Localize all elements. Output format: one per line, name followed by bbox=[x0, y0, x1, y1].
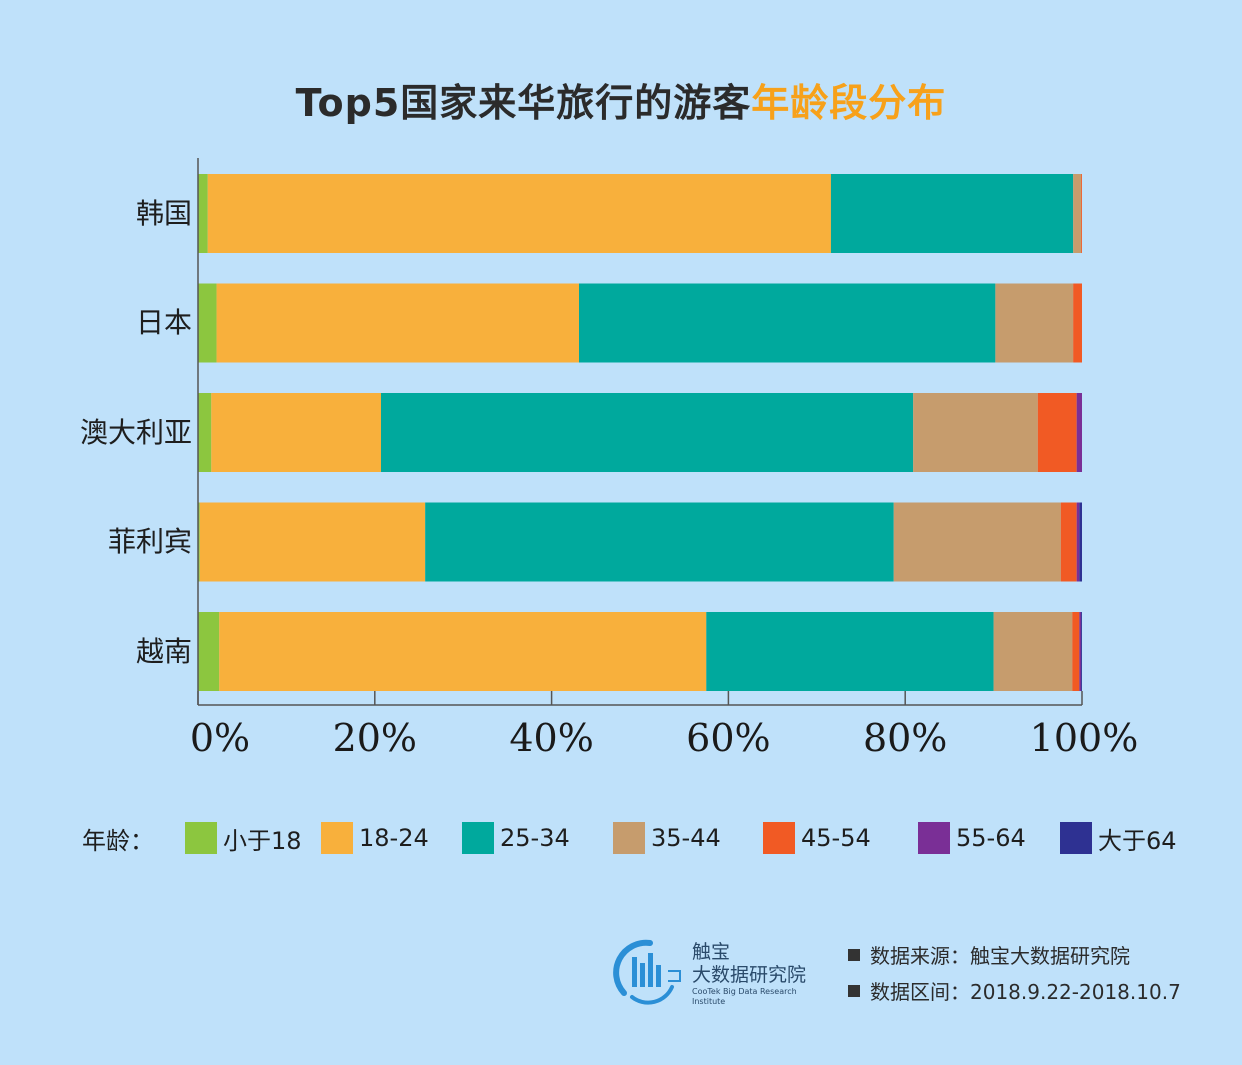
bar-segment bbox=[425, 502, 894, 582]
category-label: 韩国 bbox=[135, 196, 192, 230]
legend-label: 18-24 bbox=[359, 824, 429, 852]
brand-logo: 触宝 大数据研究院 CooTek Big Data Research Insti… bbox=[612, 935, 827, 1006]
legend-item: 25-34 bbox=[462, 822, 613, 854]
category-label: 澳大利亚 bbox=[79, 415, 192, 449]
category-label: 越南 bbox=[135, 634, 192, 668]
legend-item: 45-54 bbox=[763, 822, 918, 854]
bar-segment bbox=[993, 612, 1073, 691]
bar-segment bbox=[1081, 612, 1082, 691]
bar-segment bbox=[1060, 502, 1077, 582]
bar-segment bbox=[211, 393, 381, 472]
x-tick-label: 60% bbox=[686, 716, 771, 760]
data-source-text: 数据来源：触宝大数据研究院 bbox=[870, 944, 1130, 968]
legend-swatch bbox=[1060, 822, 1092, 854]
bar-segment bbox=[198, 612, 220, 691]
title-highlight: 年龄段分布 bbox=[751, 81, 947, 125]
legend-item: 55-64 bbox=[918, 822, 1060, 854]
bar-segment bbox=[1079, 612, 1082, 691]
legend-swatch bbox=[462, 822, 494, 854]
legend-label: 55-64 bbox=[956, 824, 1026, 852]
x-tick-label: 40% bbox=[509, 716, 594, 760]
bar-segment bbox=[1076, 502, 1080, 582]
bar-segment bbox=[198, 174, 208, 253]
bar-segment bbox=[199, 502, 426, 582]
legend-swatch bbox=[763, 822, 795, 854]
bullet-square-icon bbox=[848, 948, 860, 961]
stacked-bar-chart bbox=[197, 158, 1083, 706]
x-tick-label: 0% bbox=[189, 716, 251, 760]
bar-segment bbox=[706, 612, 994, 691]
bar-segment bbox=[830, 174, 1074, 253]
legend-label: 45-54 bbox=[801, 824, 871, 852]
legend-label: 25-34 bbox=[500, 824, 570, 852]
bar-segment bbox=[219, 612, 707, 691]
legend-item: 35-44 bbox=[613, 822, 763, 854]
category-label: 菲利宾 bbox=[107, 525, 192, 558]
bar-segment bbox=[1079, 502, 1082, 582]
data-period-text: 数据区间：2018.9.22-2018.10.7 bbox=[870, 980, 1181, 1004]
brand-name-line1: 触宝 bbox=[692, 941, 731, 963]
title-main: Top5国家来华旅行的游客 bbox=[295, 81, 752, 125]
brand-name-en: CooTek Big Data Research Institute bbox=[692, 987, 797, 1006]
legend-items: 小于18 18-24 25-34 35-44 45-54 55-64 大于64 bbox=[185, 821, 1190, 856]
bar-segment bbox=[198, 393, 212, 472]
x-tick-label: 100% bbox=[1029, 716, 1139, 760]
x-tick-label: 20% bbox=[332, 716, 418, 760]
legend-title: 年龄： bbox=[82, 826, 154, 855]
legend-swatch bbox=[918, 822, 950, 854]
x-tick-label: 80% bbox=[862, 716, 948, 760]
data-period: 数据区间：2018.9.22-2018.10.7 bbox=[848, 976, 1181, 1005]
legend-swatch bbox=[613, 822, 645, 854]
legend-item: 18-24 bbox=[321, 822, 462, 854]
bar-segment bbox=[198, 502, 200, 582]
bar-segment bbox=[1076, 393, 1082, 472]
legend-swatch bbox=[185, 822, 217, 854]
brand-name-line2: 大数据研究院 bbox=[692, 964, 807, 986]
bar-segment bbox=[380, 393, 914, 472]
bar-segment bbox=[1081, 174, 1082, 253]
bar-segment bbox=[1037, 393, 1077, 472]
bar-segment bbox=[1073, 283, 1082, 363]
bar-segment bbox=[198, 283, 217, 363]
bar-segment bbox=[913, 393, 1038, 472]
bar-segment bbox=[216, 283, 580, 363]
bar-segment bbox=[207, 174, 831, 253]
category-label: 日本 bbox=[135, 306, 192, 339]
legend-label: 35-44 bbox=[651, 824, 721, 852]
legend-item: 小于18 bbox=[185, 821, 321, 856]
bar-segment bbox=[1072, 612, 1080, 691]
bar-segment bbox=[579, 283, 996, 363]
brand-icon bbox=[613, 939, 681, 1005]
data-source: 数据来源：触宝大数据研究院 bbox=[848, 940, 1130, 969]
bullet-square-icon bbox=[848, 984, 860, 997]
bar-segment bbox=[893, 502, 1061, 582]
legend-label: 大于64 bbox=[1098, 826, 1177, 855]
bar-segment bbox=[995, 283, 1074, 363]
legend-item: 大于64 bbox=[1060, 821, 1190, 856]
legend-label: 小于18 bbox=[223, 826, 302, 855]
legend-swatch bbox=[321, 822, 353, 854]
legend: 年龄： 小于18 18-24 25-34 35-44 45-54 55-64 大于64 bbox=[82, 818, 1190, 858]
page-title: Top5国家来华旅行的游客年龄段分布 bbox=[0, 72, 1242, 127]
bar-segment bbox=[1073, 174, 1082, 253]
